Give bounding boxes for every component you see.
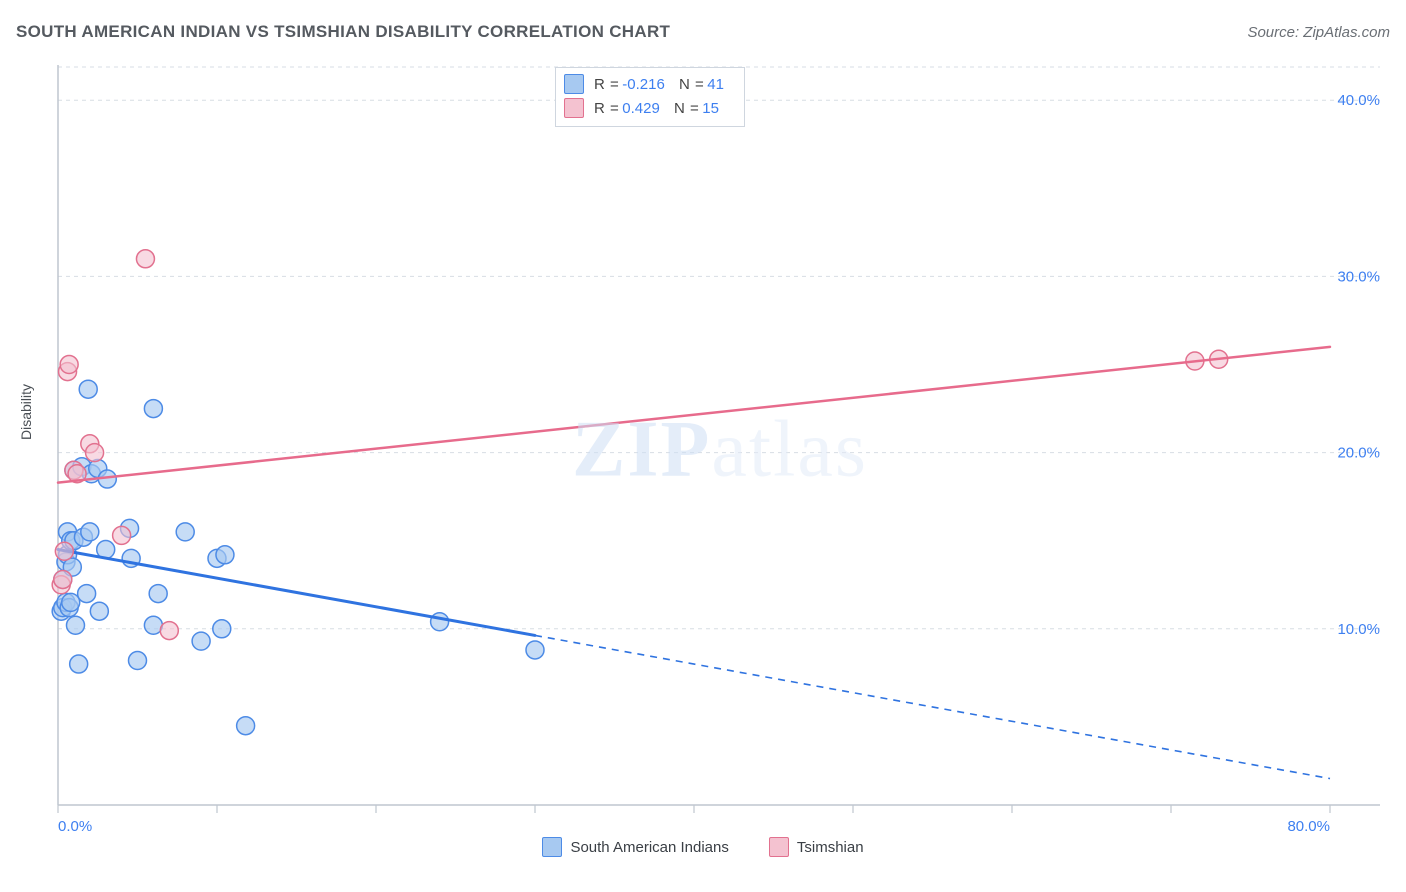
legend-item-tsi: Tsimshian [769, 837, 864, 857]
legend-label-sai: South American Indians [570, 839, 728, 856]
correlation-text-tsi: R =0.429 N =15 [594, 100, 729, 117]
legend-swatch-sai [542, 837, 562, 857]
scatter-chart: 0.0% 80.0% 10.0% 20.0% 30.0% 40.0% [50, 60, 1390, 840]
svg-text:0.0%: 0.0% [58, 818, 92, 835]
correlation-legend: R =-0.216 N =41 R =0.429 N =15 [555, 67, 745, 127]
legend-item-sai: South American Indians [542, 837, 728, 857]
correlation-row-tsi: R =0.429 N =15 [564, 96, 734, 120]
chart-title: SOUTH AMERICAN INDIAN VS TSIMSHIAN DISAB… [16, 22, 670, 42]
svg-text:80.0%: 80.0% [1287, 818, 1330, 835]
chart-source: Source: ZipAtlas.com [1247, 24, 1390, 41]
legend-label-tsi: Tsimshian [797, 839, 864, 856]
corr-N-tsi: 15 [702, 100, 719, 117]
legend-swatch-tsi [769, 837, 789, 857]
corr-R-sai: -0.216 [622, 76, 665, 93]
svg-text:20.0%: 20.0% [1337, 445, 1380, 462]
swatch-sai [564, 74, 584, 94]
series-legend: South American Indians Tsimshian [0, 837, 1406, 857]
correlation-text-sai: R =-0.216 N =41 [594, 76, 734, 93]
svg-text:30.0%: 30.0% [1337, 268, 1380, 285]
corr-N-sai: 41 [707, 76, 724, 93]
swatch-tsi [564, 98, 584, 118]
correlation-row-sai: R =-0.216 N =41 [564, 72, 734, 96]
svg-text:10.0%: 10.0% [1337, 621, 1380, 638]
y-axis-label: Disability [18, 384, 34, 440]
corr-R-tsi: 0.429 [622, 100, 660, 117]
plot-area: ZIPatlas 0.0%80.0%10.0%20.0%30.0%40.0% [50, 60, 1390, 840]
svg-text:40.0%: 40.0% [1337, 92, 1380, 109]
